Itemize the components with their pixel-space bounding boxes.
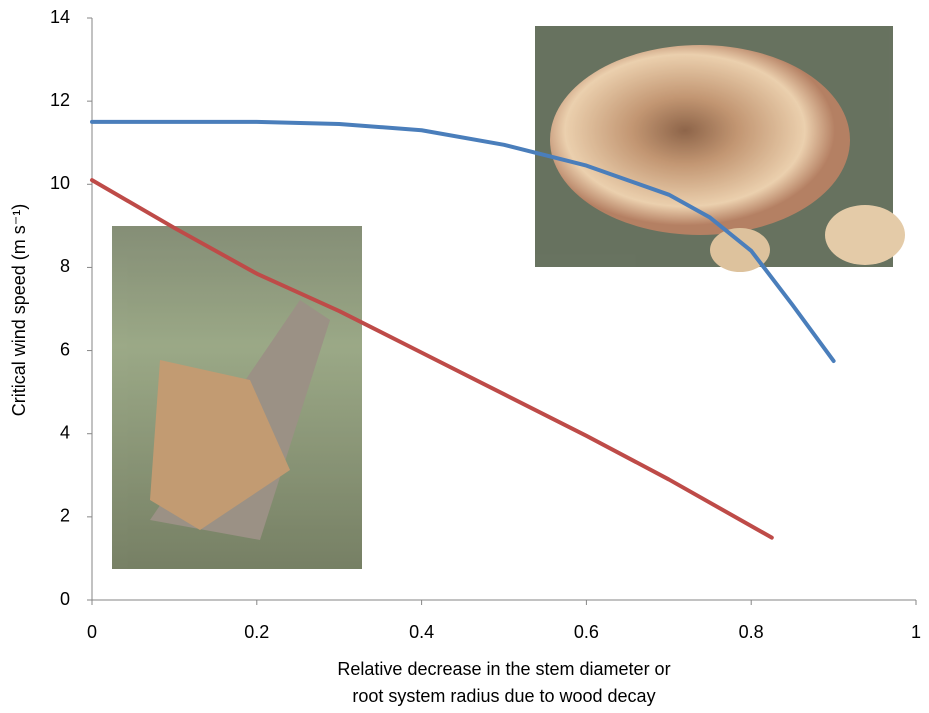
- y-tick-label: 2: [60, 506, 70, 526]
- y-axis-label: Critical wind speed (m s⁻¹): [9, 204, 29, 417]
- x-axis-label: Relative decrease in the stem diameter o…: [337, 659, 670, 679]
- x-tick-label: 0: [87, 622, 97, 642]
- x-tick-label: 1: [911, 622, 921, 642]
- photo-decayed-stem: [535, 26, 905, 272]
- photo-fallen-tree: [112, 226, 362, 569]
- x-tick-label: 0.4: [409, 622, 434, 642]
- y-tick-label: 6: [60, 339, 70, 359]
- x-tick-label: 0.6: [574, 622, 599, 642]
- y-tick-label: 12: [50, 90, 70, 110]
- y-tick-label: 14: [50, 7, 70, 27]
- x-tick-label: 0.2: [244, 622, 269, 642]
- chart: Critical wind speed (m s⁻¹) Relative dec…: [0, 0, 929, 713]
- y-tick-label: 0: [60, 589, 70, 609]
- x-tick-label: 0.8: [739, 622, 764, 642]
- y-tick-label: 4: [60, 422, 70, 442]
- y-tick-label: 8: [60, 256, 70, 276]
- x-axis-label: root system radius due to wood decay: [352, 686, 655, 706]
- y-tick-label: 10: [50, 173, 70, 193]
